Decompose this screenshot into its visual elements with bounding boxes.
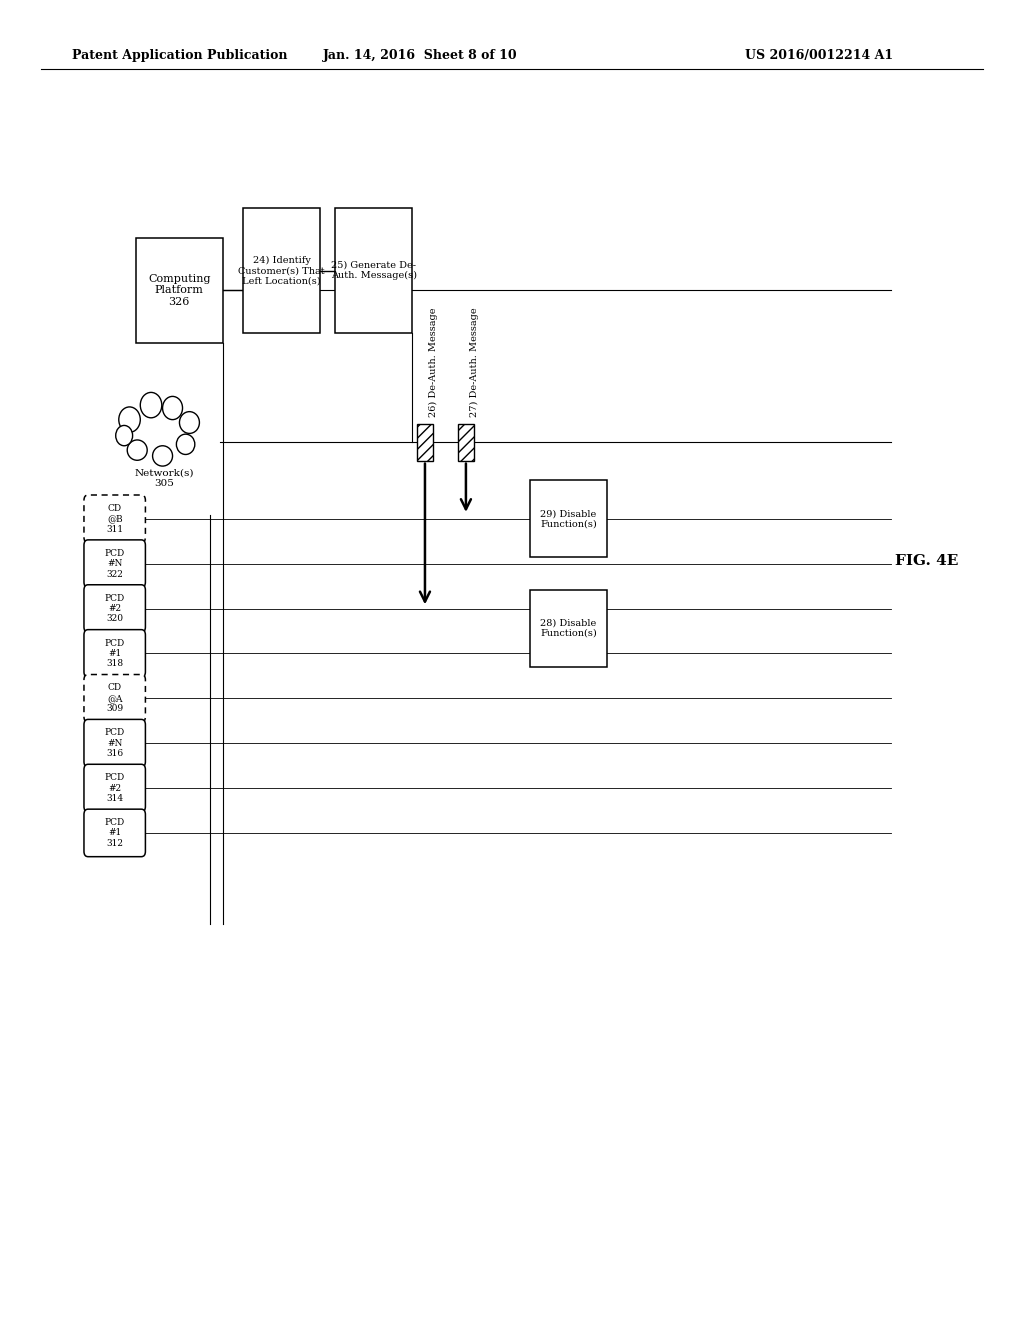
Ellipse shape [179, 412, 200, 433]
FancyBboxPatch shape [84, 764, 145, 812]
Text: FIG. 4E: FIG. 4E [895, 554, 958, 568]
Text: PCD
#1
312: PCD #1 312 [104, 818, 125, 847]
Text: Jan. 14, 2016  Sheet 8 of 10: Jan. 14, 2016 Sheet 8 of 10 [323, 49, 517, 62]
Ellipse shape [176, 434, 195, 454]
Text: 29) Disable
Function(s): 29) Disable Function(s) [540, 510, 597, 528]
Bar [244, 209, 319, 333]
Text: 28) Disable
Function(s): 28) Disable Function(s) [540, 619, 597, 638]
Ellipse shape [116, 425, 133, 446]
Bar [135, 238, 222, 343]
FancyBboxPatch shape [84, 675, 145, 722]
Text: US 2016/0012214 A1: US 2016/0012214 A1 [745, 49, 893, 62]
Text: 27) De-Auth. Message: 27) De-Auth. Message [470, 308, 479, 417]
Text: PCD
#1
318: PCD #1 318 [104, 639, 125, 668]
Bar [417, 424, 433, 461]
Ellipse shape [163, 396, 182, 420]
Bar [458, 424, 474, 461]
Bar [530, 590, 606, 667]
Ellipse shape [119, 407, 140, 433]
Text: 24) Identify
Customer(s) That
Left Location(s): 24) Identify Customer(s) That Left Locat… [239, 256, 325, 285]
Text: Network(s)
305: Network(s) 305 [134, 469, 194, 488]
Ellipse shape [127, 440, 147, 461]
Bar [530, 480, 606, 557]
Text: Computing
Platform
326: Computing Platform 326 [147, 273, 211, 308]
FancyBboxPatch shape [84, 495, 145, 543]
FancyBboxPatch shape [84, 585, 145, 632]
Text: Patent Application Publication: Patent Application Publication [72, 49, 287, 62]
Text: CD
@A
309: CD @A 309 [106, 684, 123, 713]
Text: 25) Generate De-
Auth. Message(s): 25) Generate De- Auth. Message(s) [331, 261, 417, 280]
Text: PCD
#2
314: PCD #2 314 [104, 774, 125, 803]
Text: CD
@B
311: CD @B 311 [106, 504, 123, 533]
Bar [336, 209, 412, 333]
FancyBboxPatch shape [84, 540, 145, 587]
Text: PCD
#2
320: PCD #2 320 [104, 594, 125, 623]
Ellipse shape [153, 446, 172, 466]
FancyBboxPatch shape [84, 719, 145, 767]
Ellipse shape [140, 392, 162, 418]
Text: PCD
#N
316: PCD #N 316 [104, 729, 125, 758]
Text: PCD
#N
322: PCD #N 322 [104, 549, 125, 578]
FancyBboxPatch shape [84, 630, 145, 677]
Text: 26) De-Auth. Message: 26) De-Auth. Message [429, 308, 438, 417]
FancyBboxPatch shape [84, 809, 145, 857]
